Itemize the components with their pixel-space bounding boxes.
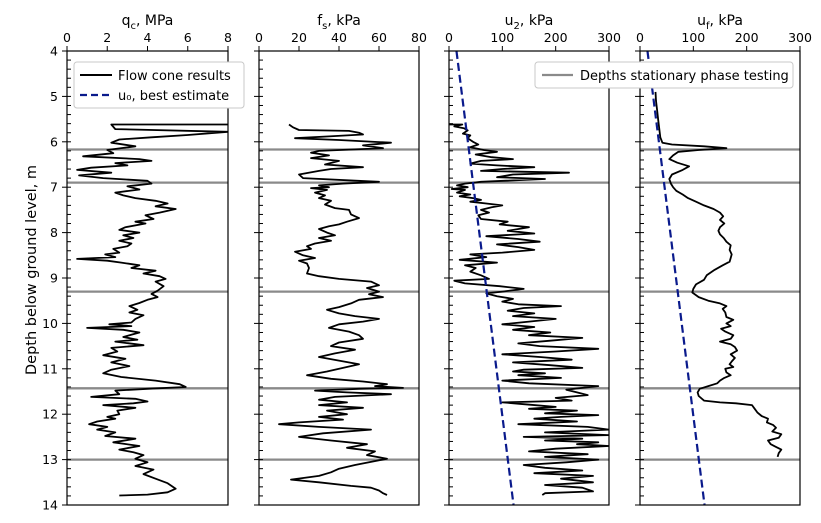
- legend-label-u0: u₀, best estimate: [118, 89, 229, 104]
- xtick-label-qc-2: 2: [103, 30, 111, 45]
- xtick-label-fs-60: 60: [371, 30, 387, 45]
- xtick-label-u2-200: 200: [544, 30, 568, 45]
- u0-line-u2: [455, 51, 515, 505]
- xtick-label-qc-8: 8: [224, 30, 232, 45]
- legend-flow-u0: Flow cone results u₀, best estimate: [73, 61, 245, 109]
- frame-qc: [66, 50, 229, 506]
- trace-uf: [654, 91, 783, 458]
- trace-u2: [449, 123, 609, 496]
- ytick-label-14: 14: [42, 498, 58, 513]
- xtick-label-fs-40: 40: [331, 30, 347, 45]
- ytick-label-9: 9: [50, 271, 58, 286]
- ytick-label-6: 6: [50, 134, 58, 149]
- xtick-label-qc-4: 4: [144, 30, 152, 45]
- legend-box-left: [73, 61, 245, 109]
- xtick-label-uf-100: 100: [681, 30, 705, 45]
- title-uf: uf, kPa: [697, 13, 743, 32]
- xtick-label-fs-80: 80: [411, 30, 427, 45]
- title-qc: qc, MPa: [122, 13, 174, 32]
- xtick-label-u2-300: 300: [597, 30, 621, 45]
- y-tick-labels: 4 5 6 7 8 9 10 11 12 13 14: [42, 44, 58, 513]
- xtick-label-uf-300: 300: [788, 30, 812, 45]
- ytick-label-10: 10: [42, 316, 58, 331]
- xtick-label-qc-0: 0: [63, 30, 71, 45]
- ytick-label-8: 8: [50, 225, 58, 240]
- legend-label-flow-cone: Flow cone results: [118, 69, 231, 84]
- y-axis-label: Depth below ground level, m: [24, 165, 40, 375]
- panel-fs: 0 20 40 60 80 fs, kPa: [254, 13, 427, 506]
- xtick-label-fs-20: 20: [291, 30, 307, 45]
- legend-box-right: [534, 61, 794, 89]
- ytick-label-7: 7: [50, 180, 58, 195]
- panel-qc: 0 2 4 6 8 qc, MPa: [62, 13, 232, 506]
- trace-fs: [278, 123, 404, 496]
- ytick-label-5: 5: [50, 89, 58, 104]
- xtick-label-fs-0: 0: [255, 30, 263, 45]
- ytick-label-12: 12: [42, 407, 58, 422]
- xtick-label-qc-6: 6: [184, 30, 192, 45]
- xtick-label-uf-0: 0: [636, 30, 644, 45]
- ytick-label-13: 13: [42, 452, 58, 467]
- legend-label-stationary: Depths stationary phase testing: [580, 69, 789, 84]
- title-fs: fs, kPa: [317, 13, 361, 32]
- legends: Flow cone results u₀, best estimate Dept…: [73, 61, 794, 109]
- ytick-label-4: 4: [50, 44, 58, 59]
- title-u2: u2, kPa: [505, 13, 554, 32]
- legend-stationary: Depths stationary phase testing: [534, 61, 794, 89]
- panel-uf: 0 100 200 300 uf, kPa: [635, 13, 812, 506]
- trace-qc: [76, 123, 228, 497]
- frame-uf: [639, 50, 801, 506]
- xtick-label-u2-100: 100: [490, 30, 514, 45]
- xtick-label-u2-0: 0: [445, 30, 453, 45]
- xtick-label-uf-200: 200: [735, 30, 759, 45]
- ytick-label-11: 11: [42, 361, 58, 376]
- u0-line-uf: [646, 51, 706, 505]
- panel-u2: 0 100 200 300 u2, kPa: [444, 13, 621, 506]
